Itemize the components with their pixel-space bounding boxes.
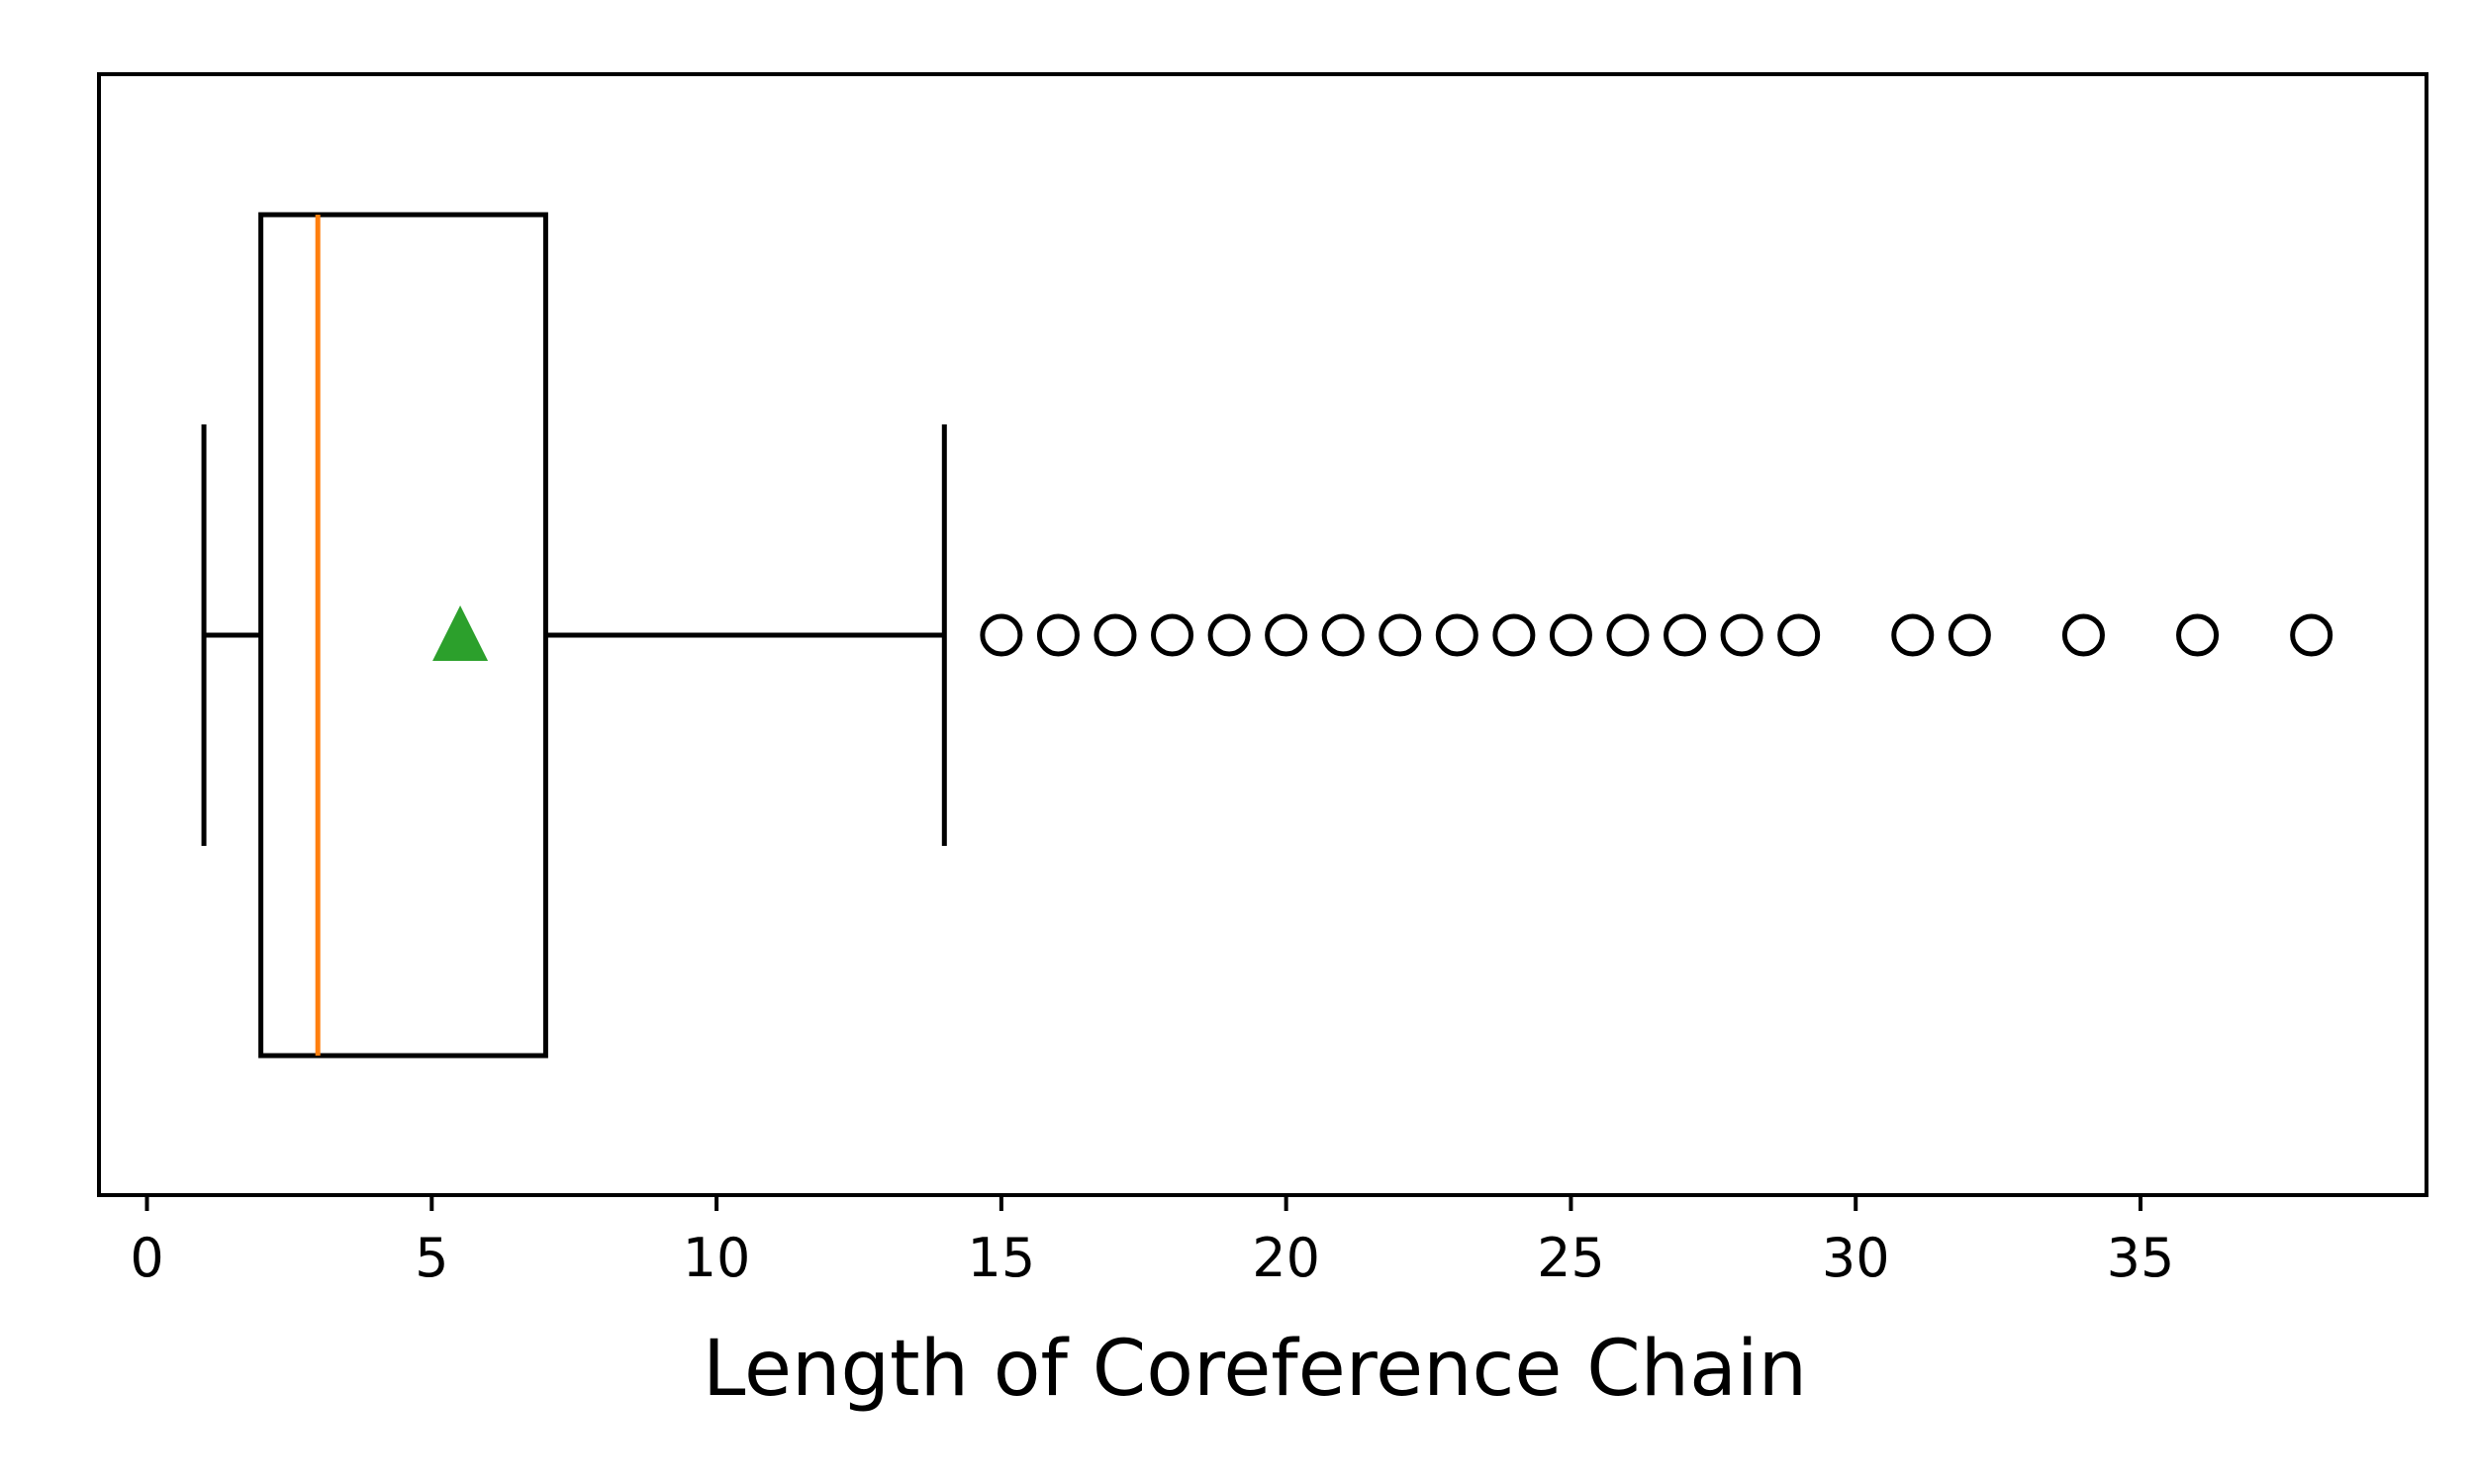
x-tick-label: 25 <box>1537 1227 1605 1289</box>
outlier-point <box>2176 613 2220 657</box>
outlier-point <box>1891 613 1935 657</box>
outlier-point <box>1435 613 1478 657</box>
x-tick-label: 15 <box>967 1227 1035 1289</box>
outlier-point <box>1664 613 1707 657</box>
outlier-point <box>1606 613 1650 657</box>
x-tick-label: 0 <box>130 1227 163 1289</box>
outlier-point <box>2290 613 2333 657</box>
x-axis: 0 5 10 15 20 25 30 35 <box>130 1195 2174 1289</box>
x-tick-label: 30 <box>1822 1227 1890 1289</box>
x-axis-title: Length of Coreference Chain <box>703 1325 1807 1414</box>
outlier-point <box>1207 613 1251 657</box>
outlier-point <box>1094 613 1137 657</box>
plot-frame <box>97 72 2428 1197</box>
outlier-point <box>1265 613 1308 657</box>
x-tick-label: 10 <box>683 1227 751 1289</box>
x-tick-label: 5 <box>415 1227 448 1289</box>
plot-layer <box>97 72 2428 1197</box>
outlier-point <box>1777 613 1821 657</box>
outlier-point <box>1549 613 1592 657</box>
box-iqr <box>258 212 548 1059</box>
outlier-point <box>1151 613 1194 657</box>
mean-marker <box>432 605 489 661</box>
outlier-point <box>1321 613 1365 657</box>
outlier-point <box>2061 613 2105 657</box>
outlier-point <box>980 613 1023 657</box>
outlier-point <box>1720 613 1763 657</box>
outlier-point <box>1492 613 1536 657</box>
x-tick-label: 20 <box>1252 1227 1320 1289</box>
outlier-point <box>1948 613 1991 657</box>
outlier-point <box>1379 613 1422 657</box>
x-tick-label: 35 <box>2107 1227 2175 1289</box>
outlier-point <box>1036 613 1080 657</box>
